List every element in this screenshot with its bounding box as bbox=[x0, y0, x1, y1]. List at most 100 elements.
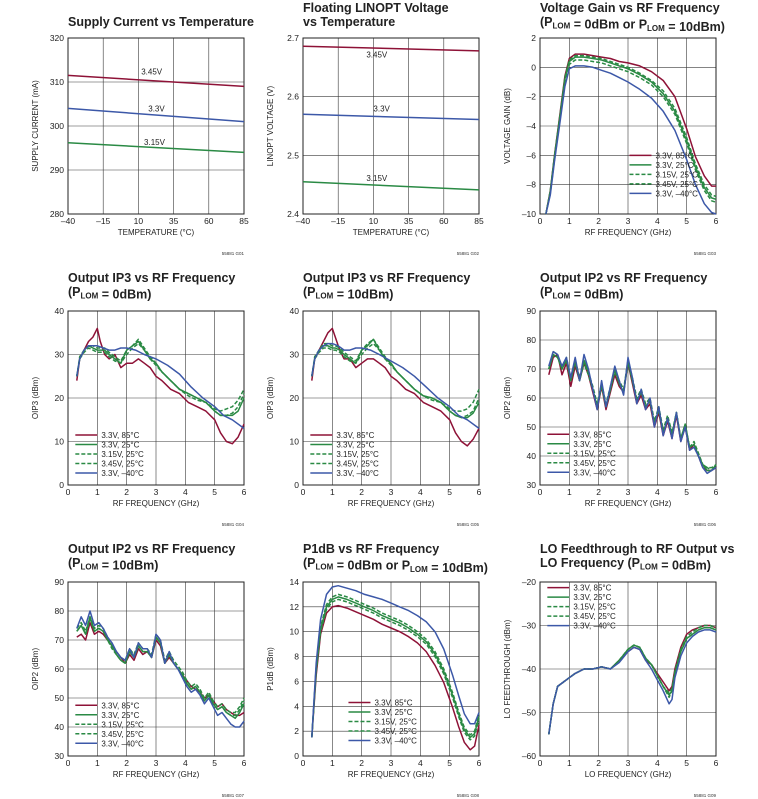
legend-label: 3.3V, 25°C bbox=[374, 708, 412, 717]
x-tick-label: 5 bbox=[447, 487, 452, 497]
chart-title-subscript: LOM bbox=[647, 24, 665, 33]
series-line-5 bbox=[76, 345, 245, 430]
y-tick-label: 80 bbox=[527, 335, 537, 345]
x-tick-label: 10 bbox=[369, 216, 379, 226]
chart-7: Output IP2 vs RF Frequency(PLOM = 10dBm)… bbox=[31, 542, 247, 798]
x-tick-label: 5 bbox=[684, 216, 689, 226]
series-line-4 bbox=[76, 616, 245, 714]
x-tick-label: 0 bbox=[301, 758, 306, 768]
y-tick-label: 30 bbox=[290, 350, 300, 360]
plot-frame bbox=[539, 37, 717, 215]
legend-label: 3.3V, 85°C bbox=[573, 584, 611, 593]
series-line-1 bbox=[67, 74, 245, 88]
y-axis-label: VOLTAGE GAIN (dB) bbox=[503, 88, 512, 164]
x-tick-label: 5 bbox=[212, 758, 217, 768]
y-tick-label: 50 bbox=[527, 422, 537, 432]
x-tick-label: 10 bbox=[134, 216, 144, 226]
x-tick-label: 4 bbox=[655, 758, 660, 768]
x-tick-label: 1 bbox=[330, 487, 335, 497]
y-tick-label: 30 bbox=[527, 480, 537, 490]
series-line-1 bbox=[311, 604, 480, 751]
chart-title-subscript: LOM bbox=[316, 563, 334, 572]
chart-title: Supply Current vs Temperature bbox=[68, 15, 254, 29]
y-tick-label: 90 bbox=[527, 306, 537, 316]
legend-label: 3.3V, –40°C bbox=[336, 469, 379, 478]
chart-title-subscript: LOM bbox=[410, 565, 428, 574]
legend: 3.3V, 85°C3.3V, 25°C3.15V, 25°C3.45V, 25… bbox=[547, 430, 616, 477]
chart-title-part: LO Feedthrough to RF Output vs bbox=[540, 542, 734, 556]
series-line-3 bbox=[548, 626, 717, 735]
y-tick-label: 2 bbox=[531, 33, 536, 43]
x-axis-label: RF FREQUENCY (GHz) bbox=[585, 499, 672, 508]
x-tick-label: 3 bbox=[154, 758, 159, 768]
legend: 3.3V, 85°C3.3V, 25°C3.15V, 25°C3.45V, 25… bbox=[547, 584, 616, 631]
series-annotation: 3.45V bbox=[366, 50, 388, 59]
plot-frame bbox=[67, 37, 245, 215]
x-tick-label: 2 bbox=[596, 487, 601, 497]
y-tick-label: 30 bbox=[55, 751, 65, 761]
y-tick-label: –6 bbox=[527, 150, 537, 160]
chart-title: LO Frequency (PLOM = 0dBm) bbox=[540, 556, 711, 573]
y-tick-label: 40 bbox=[55, 722, 65, 732]
chart-title-subscript: LOM bbox=[81, 563, 99, 572]
x-tick-label: 4 bbox=[655, 216, 660, 226]
series-line-3 bbox=[302, 180, 480, 191]
series-line-3 bbox=[76, 618, 245, 717]
y-axis-label: OIP3 (dBm) bbox=[266, 377, 275, 420]
series-line-4 bbox=[548, 624, 717, 735]
legend-label: 3.3V, 25°C bbox=[101, 711, 139, 720]
legend-label: 3.15V, 25°C bbox=[573, 603, 616, 612]
series-line-4 bbox=[311, 338, 480, 412]
x-tick-label: 5 bbox=[684, 758, 689, 768]
legend-label: 3.3V, 25°C bbox=[101, 440, 139, 449]
y-tick-label: 0 bbox=[294, 751, 299, 761]
figure-code: 55881 G03 bbox=[694, 251, 717, 256]
chart-title-part: Output IP3 vs RF Frequency bbox=[68, 271, 235, 285]
series-line-5 bbox=[548, 629, 717, 735]
x-axis-label: RF FREQUENCY (GHz) bbox=[113, 770, 200, 779]
series-annotation: 3.45V bbox=[141, 68, 163, 77]
legend-label: 3.3V, 25°C bbox=[573, 593, 611, 602]
chart-title-part: (P bbox=[68, 556, 81, 570]
x-tick-label: 35 bbox=[169, 216, 179, 226]
legend: 3.3V, 85°C3.3V, 25°C3.15V, 25°C3.45V, 25… bbox=[75, 701, 144, 748]
x-axis-label: RF FREQUENCY (GHz) bbox=[348, 770, 435, 779]
figure-code: 55881 G04 bbox=[222, 522, 245, 527]
y-axis-label: OIP2 (dBm) bbox=[31, 648, 40, 691]
series-line-3 bbox=[76, 342, 245, 417]
x-tick-label: 4 bbox=[655, 487, 660, 497]
plot-frame bbox=[302, 37, 480, 215]
chart-3: Voltage Gain vs RF Frequency(PLOM = 0dBm… bbox=[503, 1, 725, 256]
series-line-2 bbox=[302, 113, 480, 121]
plot-frame bbox=[539, 581, 717, 757]
chart-title-part: (P bbox=[540, 15, 553, 29]
y-tick-label: 0 bbox=[59, 480, 64, 490]
y-axis-label: OIP2 (dBm) bbox=[503, 377, 512, 420]
figure-code: 55881 G07 bbox=[222, 793, 245, 798]
y-tick-label: –10 bbox=[522, 209, 536, 219]
x-tick-label: 1 bbox=[330, 758, 335, 768]
y-tick-label: 90 bbox=[55, 577, 65, 587]
chart-title-part: P1dB vs RF Frequency bbox=[303, 542, 439, 556]
x-tick-label: 2 bbox=[596, 216, 601, 226]
y-tick-label: 40 bbox=[55, 306, 65, 316]
legend-label: 3.3V, –40°C bbox=[573, 468, 616, 477]
legend-label: 3.3V, 85°C bbox=[101, 431, 139, 440]
x-axis-label: RF FREQUENCY (GHz) bbox=[585, 228, 672, 237]
x-tick-label: 6 bbox=[477, 758, 482, 768]
chart-title-part: LO Frequency (P bbox=[540, 556, 640, 570]
series-line-3 bbox=[311, 598, 480, 741]
legend-label: 3.45V, 25°C bbox=[573, 459, 616, 468]
x-tick-label: 5 bbox=[684, 487, 689, 497]
series-line-5 bbox=[311, 342, 480, 430]
legend-label: 3.3V, 85°C bbox=[101, 701, 139, 710]
legend: 3.3V, 85°C3.3V, 25°C3.15V, 25°C3.45V, 25… bbox=[75, 431, 144, 478]
chart-8: P1dB vs RF Frequency(PLOM = 0dBm or PLOM… bbox=[266, 542, 488, 798]
x-tick-label: 0 bbox=[538, 758, 543, 768]
x-tick-label: 3 bbox=[389, 758, 394, 768]
figure-code: 55881 G06 bbox=[694, 522, 717, 527]
x-tick-label: 6 bbox=[714, 216, 719, 226]
x-tick-label: 6 bbox=[242, 487, 247, 497]
